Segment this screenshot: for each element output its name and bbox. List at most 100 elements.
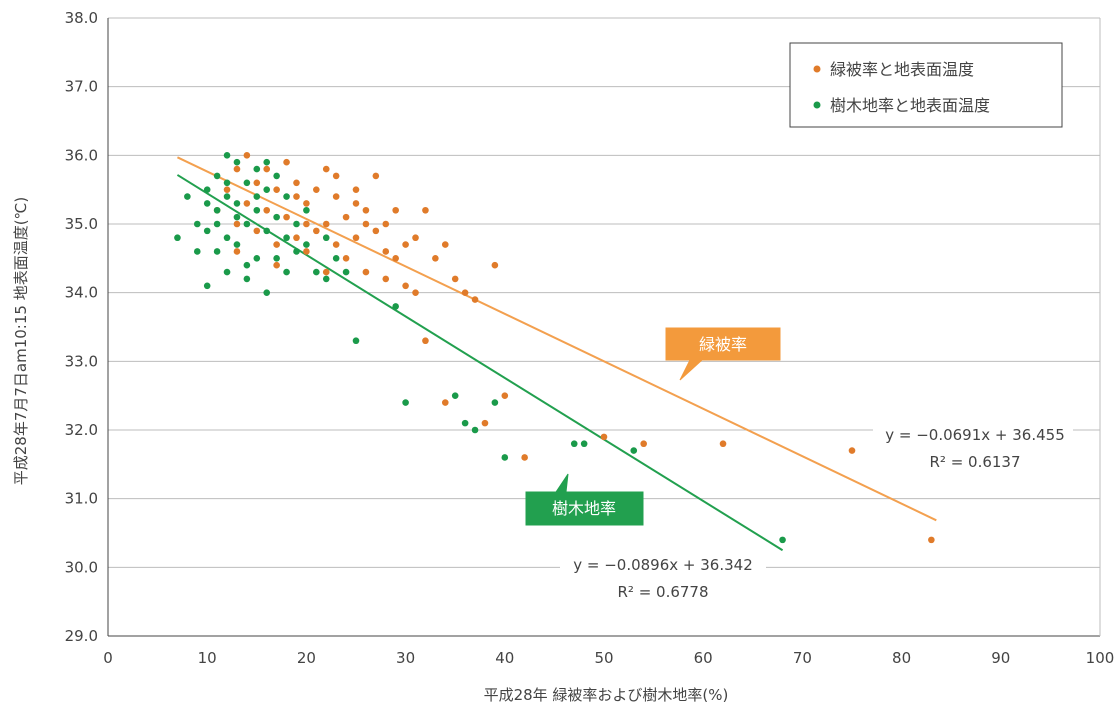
point-green-cover [402, 282, 409, 290]
callout-green-cover: 緑被率 [665, 327, 781, 381]
point-green-cover [362, 206, 370, 214]
point-tree-cover [461, 419, 469, 427]
point-green-cover [283, 213, 290, 221]
y-tick-label: 31.0 [65, 490, 98, 508]
point-green-cover [322, 268, 330, 276]
point-green-cover [283, 158, 290, 166]
point-green-cover [382, 248, 390, 255]
point-green-cover [848, 447, 856, 454]
point-tree-cover [174, 234, 181, 242]
point-tree-cover [283, 268, 290, 276]
point-tree-cover [223, 179, 231, 187]
point-green-cover [293, 234, 300, 242]
x-axis-title: 平成28年 緑被率および樹木地率(%) [484, 686, 729, 704]
point-tree-cover [263, 227, 271, 235]
point-green-cover [303, 220, 310, 228]
point-green-cover [303, 200, 310, 207]
point-green-cover [501, 392, 509, 399]
point-tree-cover [213, 172, 221, 180]
point-tree-cover [273, 172, 280, 180]
point-tree-cover [471, 426, 479, 434]
point-tree-cover [223, 234, 231, 242]
callout-tree-cover-shape [525, 473, 644, 526]
data-points [174, 152, 935, 544]
x-tick-label: 0 [103, 649, 113, 667]
point-green-cover [402, 241, 409, 248]
point-green-cover [342, 213, 350, 221]
point-green-cover [352, 234, 360, 242]
point-tree-cover [263, 158, 271, 166]
equation-tree-cover-r2: R² = 0.6778 [617, 583, 708, 601]
point-green-cover [481, 419, 489, 427]
point-green-cover [322, 220, 330, 228]
point-green-cover [293, 193, 300, 200]
point-green-cover [382, 275, 390, 283]
x-tick-label: 90 [991, 649, 1010, 667]
point-tree-cover [203, 186, 211, 193]
point-green-cover [461, 289, 469, 296]
y-tick-label: 29.0 [65, 627, 98, 645]
point-green-cover [362, 220, 370, 228]
point-green-cover [432, 255, 439, 262]
point-green-cover [352, 186, 360, 193]
legend-label-tree-cover: 樹木地率と地表面温度 [830, 96, 990, 115]
point-tree-cover [243, 179, 251, 187]
point-tree-cover [273, 255, 280, 262]
point-tree-cover [273, 213, 280, 221]
point-green-cover [342, 255, 350, 262]
point-tree-cover [203, 282, 211, 290]
point-green-cover [303, 248, 310, 255]
x-tick-label: 100 [1086, 649, 1115, 667]
point-tree-cover [491, 399, 499, 406]
point-green-cover [233, 165, 241, 173]
point-green-cover [263, 206, 271, 214]
point-tree-cover [580, 440, 588, 448]
point-green-cover [253, 179, 261, 187]
point-tree-cover [402, 399, 409, 406]
point-green-cover [273, 186, 280, 193]
point-green-cover [412, 234, 419, 242]
point-tree-cover [283, 193, 290, 200]
point-tree-cover [193, 220, 201, 228]
x-tick-label: 20 [297, 649, 316, 667]
x-tick-label: 80 [892, 649, 911, 667]
legend-label-green-cover: 緑被率と地表面温度 [830, 60, 974, 79]
point-tree-cover [392, 303, 399, 310]
equation-tree-cover-formula: y = −0.0896x + 36.342 [573, 556, 753, 574]
point-green-cover [233, 220, 241, 228]
point-tree-cover [223, 268, 231, 276]
y-tick-label: 35.0 [65, 215, 98, 233]
y-tick-label: 30.0 [65, 558, 98, 576]
point-green-cover [521, 454, 528, 461]
point-green-cover [263, 165, 271, 173]
point-tree-cover [263, 289, 271, 296]
legend: 緑被率と地表面温度 樹木地率と地表面温度 [789, 42, 1063, 128]
x-tick-label: 70 [793, 649, 812, 667]
point-green-cover [382, 220, 390, 228]
point-green-cover [640, 440, 647, 448]
callout-tree-cover-text: 樹木地率 [552, 499, 616, 518]
point-tree-cover [223, 152, 231, 159]
point-tree-cover [501, 454, 509, 461]
point-tree-cover [263, 186, 271, 193]
equation-green-cover: y = −0.0691x + 36.455 R² = 0.6137 [873, 424, 1073, 474]
point-tree-cover [213, 248, 221, 255]
point-tree-cover [313, 268, 320, 276]
legend-box [789, 42, 1063, 128]
point-tree-cover [203, 227, 211, 235]
x-tick-label: 30 [396, 649, 415, 667]
point-tree-cover [283, 234, 290, 242]
point-tree-cover [303, 241, 310, 248]
point-tree-cover [223, 193, 231, 200]
point-tree-cover [233, 158, 241, 166]
point-green-cover [928, 536, 935, 544]
point-tree-cover [243, 220, 251, 228]
y-axis-title: 平成28年7月7日am10:15 地表面温度(℃) [12, 197, 30, 486]
point-green-cover [422, 337, 429, 345]
point-tree-cover [203, 200, 211, 207]
y-tick-label: 33.0 [65, 352, 98, 370]
point-tree-cover [193, 248, 201, 255]
point-tree-cover [293, 248, 300, 255]
point-green-cover [392, 206, 399, 214]
